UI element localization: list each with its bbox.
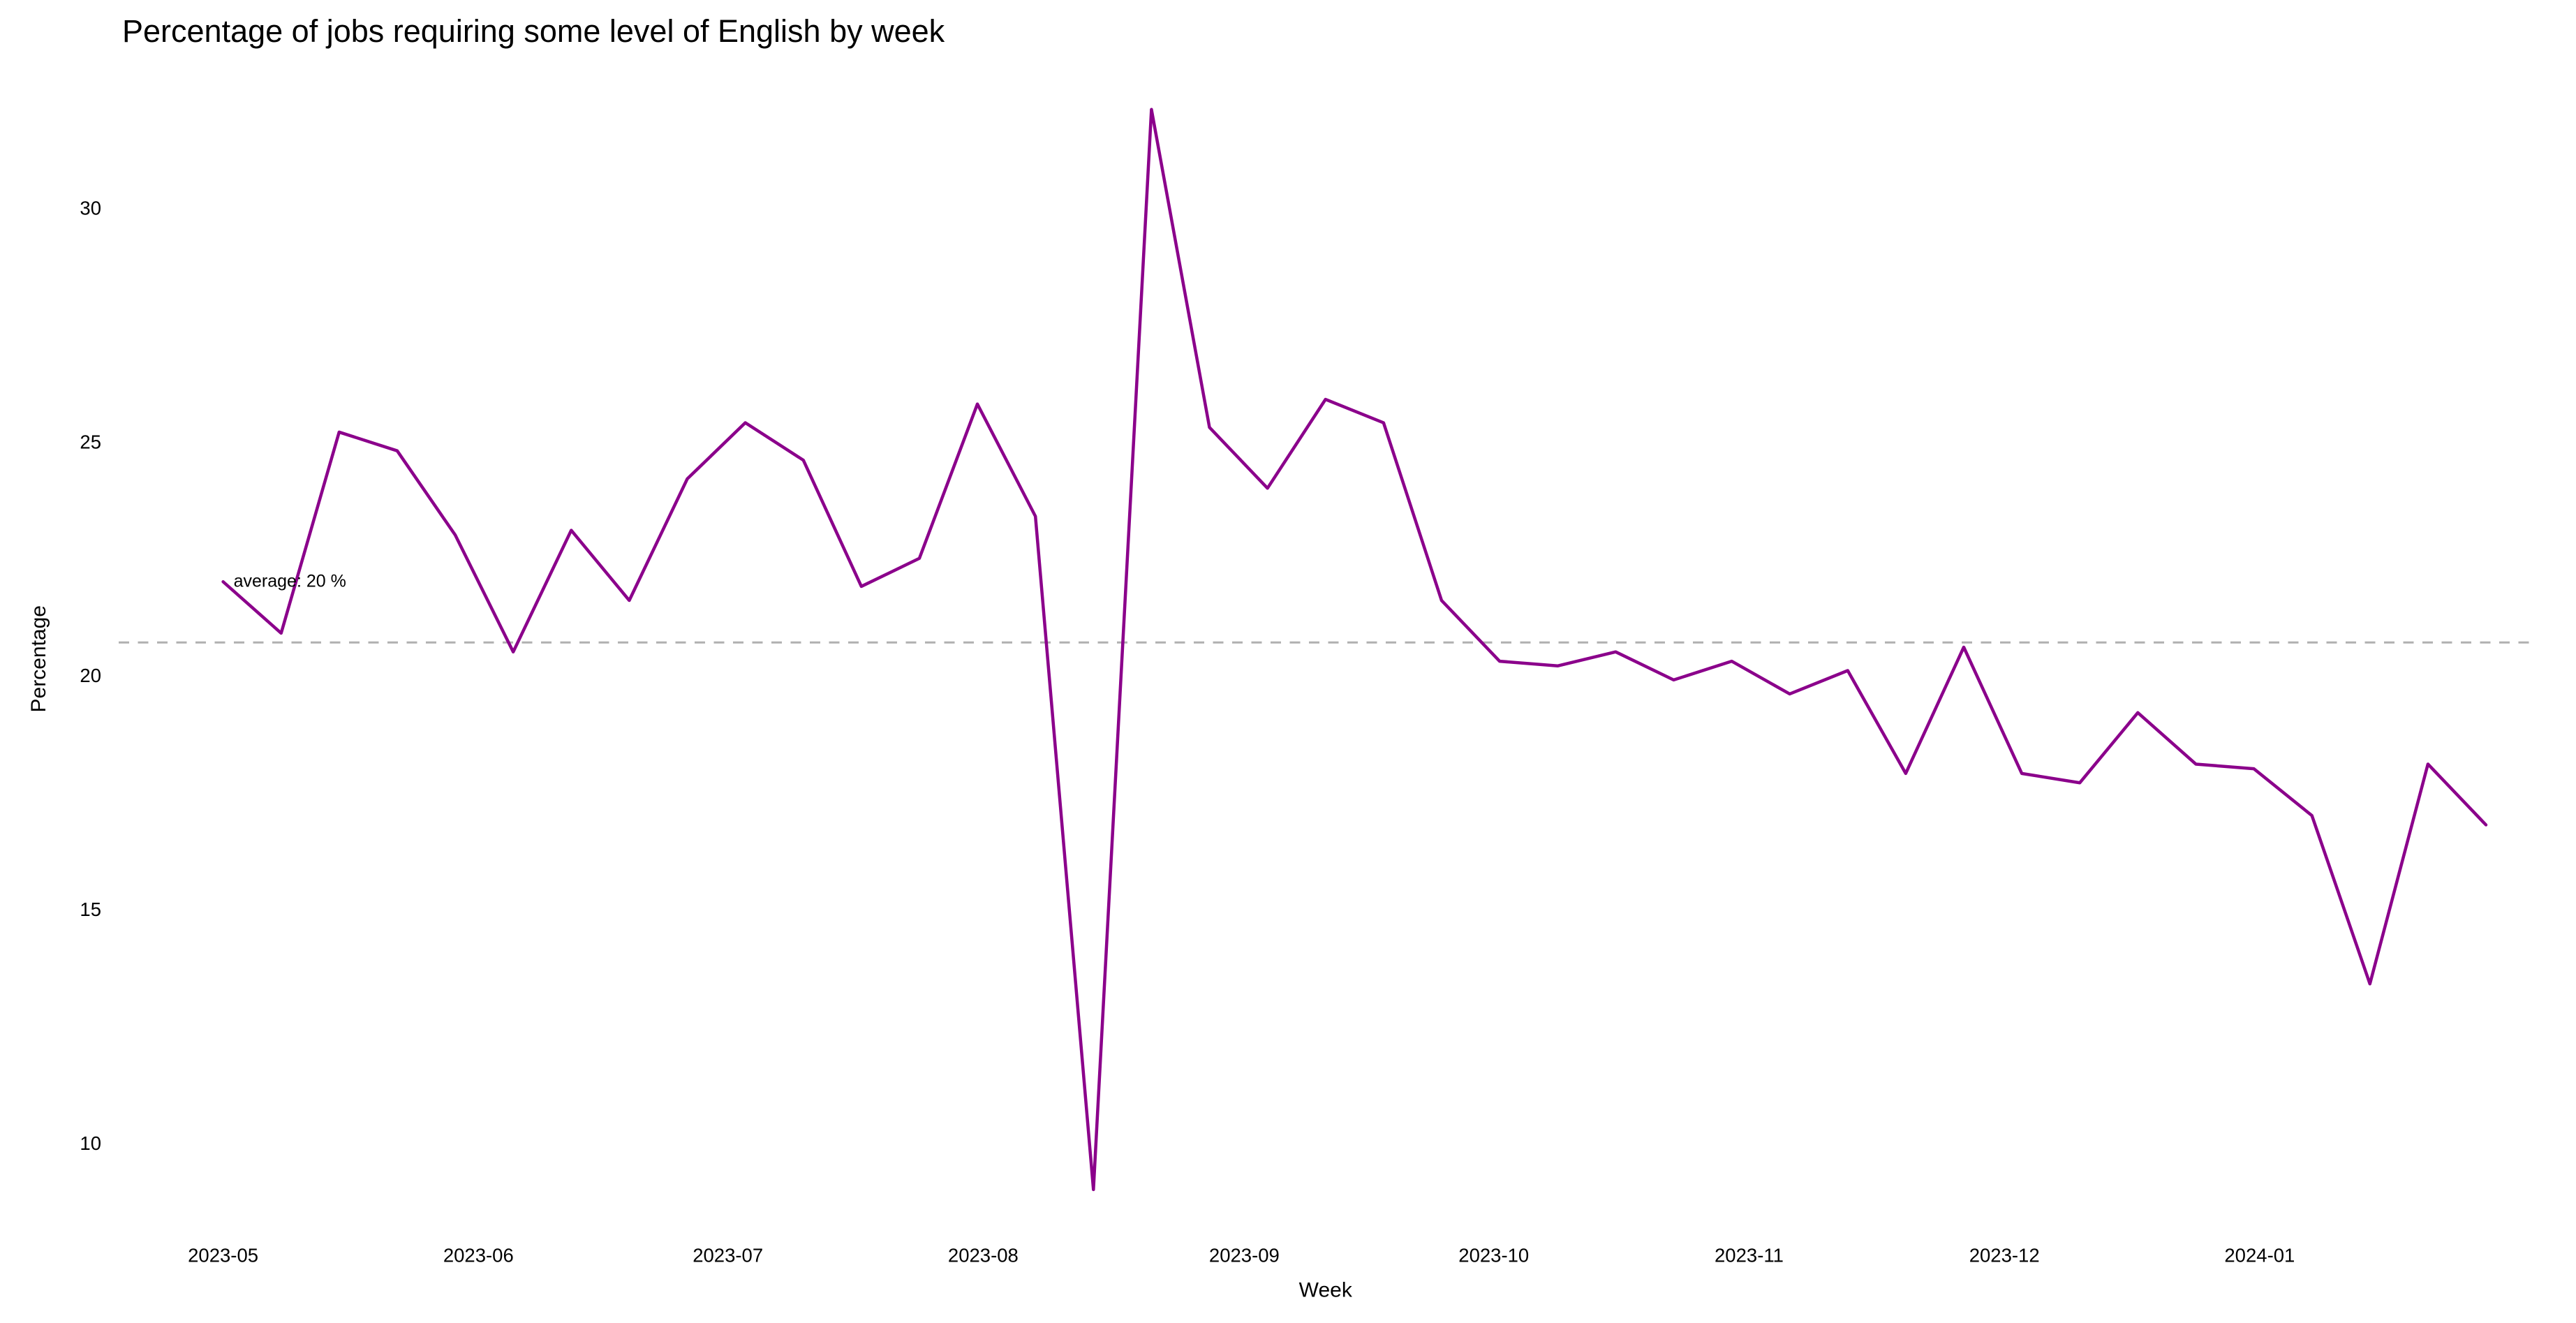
line-chart: Percentage of jobs requiring some level … [0,0,2576,1323]
x-tick-label: 2023-10 [1458,1245,1529,1266]
x-axis-label: Week [1299,1279,1353,1302]
x-tick-label: 2023-07 [693,1245,763,1266]
chart-background [0,0,2576,1323]
x-tick-label: 2023-08 [948,1245,1019,1266]
chart-title: Percentage of jobs requiring some level … [122,13,945,49]
y-tick-label: 25 [80,431,101,452]
x-tick-label: 2023-09 [1209,1245,1280,1266]
x-tick-label: 2024-01 [2224,1245,2295,1266]
y-tick-label: 20 [80,665,101,686]
y-tick-label: 30 [80,197,101,219]
x-tick-label: 2023-06 [443,1245,514,1266]
y-tick-label: 10 [80,1132,101,1154]
x-tick-label: 2023-12 [1969,1245,2040,1266]
chart-container: Percentage of jobs requiring some level … [0,0,2576,1323]
x-tick-label: 2023-05 [188,1245,258,1266]
x-tick-label: 2023-11 [1715,1245,1784,1266]
average-annotation: average: 20 % [234,572,346,591]
y-axis-label: Percentage [27,605,50,712]
y-tick-label: 15 [80,899,101,920]
